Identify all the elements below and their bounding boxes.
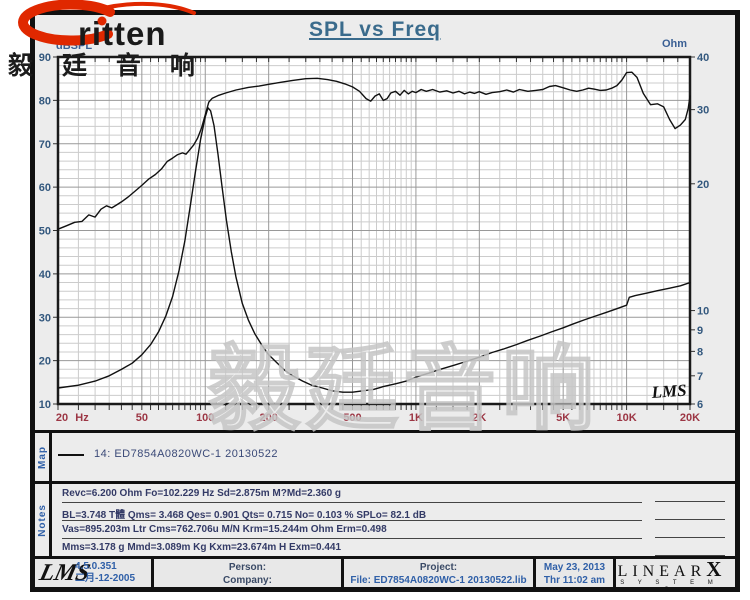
svg-text:9: 9: [697, 325, 703, 337]
svg-text:5K: 5K: [556, 412, 570, 424]
linearx-word: LINEAR: [617, 563, 707, 580]
footer-datetime-cell: May 23, 2013 Thr 11:02 am: [536, 559, 616, 587]
spl-curve: [57, 71, 691, 230]
svg-text:100: 100: [196, 412, 214, 424]
svg-text:40: 40: [697, 52, 709, 64]
svg-text:30: 30: [697, 105, 709, 117]
svg-text:10: 10: [39, 399, 51, 411]
notes-section: Notes Revc=6.200 Ohm Fo=102.229 Hz Sd=2.…: [35, 481, 735, 557]
ts-parameters-line-3: Vas=895.203m Ltr Cms=762.706u M/N Krm=15…: [62, 524, 642, 539]
svg-text:2K: 2K: [472, 412, 486, 424]
legend-line-sample: [58, 454, 84, 456]
legend-entry: 14: ED7854A0820WC-1 20130522: [94, 448, 279, 460]
svg-text:80: 80: [39, 95, 51, 107]
ts-parameters-line-4: Mms=3.178 g Mmd=3.089m Kg Kxm=23.674m H …: [62, 542, 642, 557]
notes-content: Revc=6.200 Ohm Fo=102.229 Hz Sd=2.875m M…: [52, 484, 735, 557]
footer-version-cell: LMS 4.5.0.351 二月-12-2005: [35, 559, 154, 587]
person-label: Person:: [228, 562, 267, 573]
company-label: Company:: [223, 575, 272, 586]
svg-text:50: 50: [39, 226, 51, 238]
lms-plot-logo: LMS: [650, 381, 687, 402]
svg-text:8: 8: [697, 346, 703, 358]
ts-parameters-line-2: BL=3.748 T體 Qms= 3.468 Qes= 0.901 Qts= 0…: [62, 506, 642, 521]
logo-swirl-icon: [18, 0, 115, 46]
footer-bar: LMS 4.5.0.351 二月-12-2005 Person: Company…: [35, 556, 735, 594]
svg-text:40: 40: [39, 269, 51, 281]
svg-text:10: 10: [697, 306, 709, 318]
svg-text:1K: 1K: [409, 412, 423, 424]
svg-text:Ohm: Ohm: [662, 38, 687, 50]
map-content: 14: ED7854A0820WC-1 20130522: [52, 433, 735, 481]
print-time: Thr 11:02 am: [543, 575, 606, 586]
svg-text:60: 60: [39, 182, 51, 194]
footer-person-cell: Person: Company:: [154, 559, 344, 587]
svg-text:90: 90: [39, 52, 51, 64]
map-section: Map 14: ED7854A0820WC-1 20130522: [35, 430, 735, 481]
linearx-systems-word: S Y S T E M S: [620, 580, 719, 593]
svg-text:50: 50: [136, 412, 148, 424]
ts-parameters-line-1: Revc=6.200 Ohm Fo=102.229 Hz Sd=2.875m M…: [62, 488, 642, 503]
svg-text:500: 500: [343, 412, 361, 424]
print-date: May 23, 2013: [543, 562, 606, 573]
brand-logo: ritten: [6, 0, 266, 56]
svg-text:Hz: Hz: [75, 412, 89, 424]
linearx-x-mark: X: [706, 557, 722, 581]
brand-chinese-text: 毅 廷 音 响: [8, 52, 206, 80]
blank-field-line-2: [655, 519, 725, 520]
logo-i-dot-icon: [97, 16, 107, 26]
svg-text:30: 30: [39, 312, 51, 324]
svg-text:10K: 10K: [616, 412, 636, 424]
impedance-curve: [57, 107, 691, 393]
svg-text:ritten: ritten: [78, 15, 167, 52]
spl-vs-freq-chart: 20 50 100 200 500 1K 2K 5K 10K 20K Hz 90 80 70 60 50 40 3…: [39, 38, 710, 424]
blank-field-line-4: [655, 555, 725, 556]
map-section-label: Map: [35, 433, 52, 481]
linearx-systems-logo: LINEARX S Y S T E M S: [616, 557, 723, 594]
logo-swirl-tail-icon: [102, 1, 196, 15]
svg-text:20: 20: [39, 356, 51, 368]
svg-text:7: 7: [697, 371, 703, 383]
map-label-text: Map: [36, 445, 48, 469]
svg-text:6: 6: [697, 399, 703, 411]
page-title: SPL vs Freq: [309, 18, 441, 41]
svg-text:20: 20: [697, 179, 709, 191]
app-version: 4.5.0.351: [75, 561, 117, 572]
blank-field-line-1: [655, 501, 725, 502]
plot-border: [56, 55, 692, 406]
file-name: File: ED7854A0820WC-1 20130522.lib: [350, 575, 527, 586]
app-date: 二月-12-2005: [75, 573, 136, 584]
svg-text:20: 20: [56, 412, 68, 424]
project-label: Project:: [419, 562, 458, 573]
notes-section-label: Notes: [35, 484, 52, 556]
svg-text:200: 200: [259, 412, 277, 424]
svg-text:70: 70: [39, 139, 51, 151]
svg-text:20K: 20K: [680, 412, 700, 424]
blank-field-line-3: [655, 537, 725, 538]
footer-project-cell: Project: File: ED7854A0820WC-1 20130522.…: [344, 559, 536, 587]
notes-label-text: Notes: [36, 503, 48, 537]
